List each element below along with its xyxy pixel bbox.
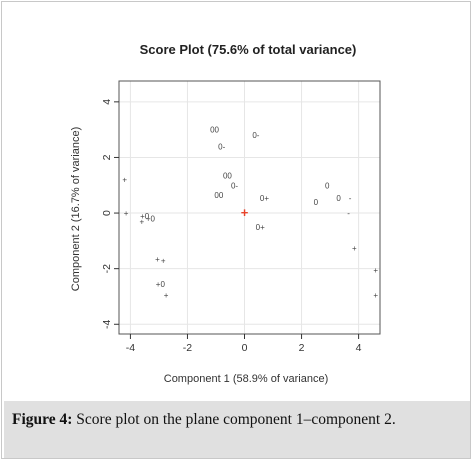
score-point-16: 0+ [256,223,265,232]
plot-frame [118,80,381,335]
score-point-9: 00 [210,126,219,135]
score-point-13: 00 [214,191,223,200]
score-point-14: 0- [252,131,259,140]
score-point-18: 0 [325,181,330,190]
score-point-5: + [155,255,160,264]
y-tick-label: 2 [101,154,113,160]
score-point-15: 0+ [260,194,269,203]
y-tick-label: -2 [101,264,113,273]
figure-caption: Figure 4: Score plot on the plane compon… [12,411,396,429]
score-point-7: +0 [156,280,166,289]
caption-text: Score plot on the plane component 1–comp… [72,411,396,428]
score-point-2: + [139,217,144,226]
score-point-12: 0- [231,181,238,190]
score-point-22: + [352,244,357,253]
score-point-23: + [373,266,378,275]
score-point-21: - [347,209,350,218]
score-point-10: 0- [218,142,225,151]
x-tick-label: 4 [356,342,362,354]
x-tick-label: 0 [242,342,248,354]
y-axis-label: Component 2 (16.7% of variance) [70,127,82,291]
caption-band: Figure 4: Score plot on the plane compon… [4,401,470,458]
caption-label: Figure 4: [12,411,73,428]
plot-area: Score Plot (75.6% of total variance) Com… [11,9,467,401]
axis-ticks: -4 -2 0 2 4 -4 -2 0 2 4 [101,99,362,354]
grid [119,81,380,334]
y-tick-label: 0 [101,210,113,216]
y-tick-label: -4 [101,319,113,328]
score-point-24: + [373,291,378,300]
score-point-17: 0 [314,198,319,207]
score-points: ++++0+0+ ++0+000-000-000-0+0+000 --++++ [122,126,378,300]
score-point-4: +0 [146,215,156,224]
score-point-1: + [124,209,129,218]
x-tick-label: -4 [126,342,135,354]
chart-title: Score Plot (75.6% of total variance) [140,42,357,57]
score-point-19: 0 [336,194,341,203]
score-point-6: + [161,256,166,265]
score-point-3: +0 [140,212,150,221]
y-tick-label: 4 [101,99,113,105]
x-axis-label: Component 1 (58.9% of variance) [164,373,328,385]
score-plot-chart: Score Plot (75.6% of total variance) Com… [70,42,381,385]
origin-marker: + [241,205,249,220]
score-point-11: 00 [223,172,232,181]
score-point-0: + [122,176,127,185]
x-tick-label: -2 [183,342,192,354]
score-point-8: + [164,291,169,300]
x-tick-label: 2 [299,342,305,354]
score-point-20: - [349,194,352,203]
